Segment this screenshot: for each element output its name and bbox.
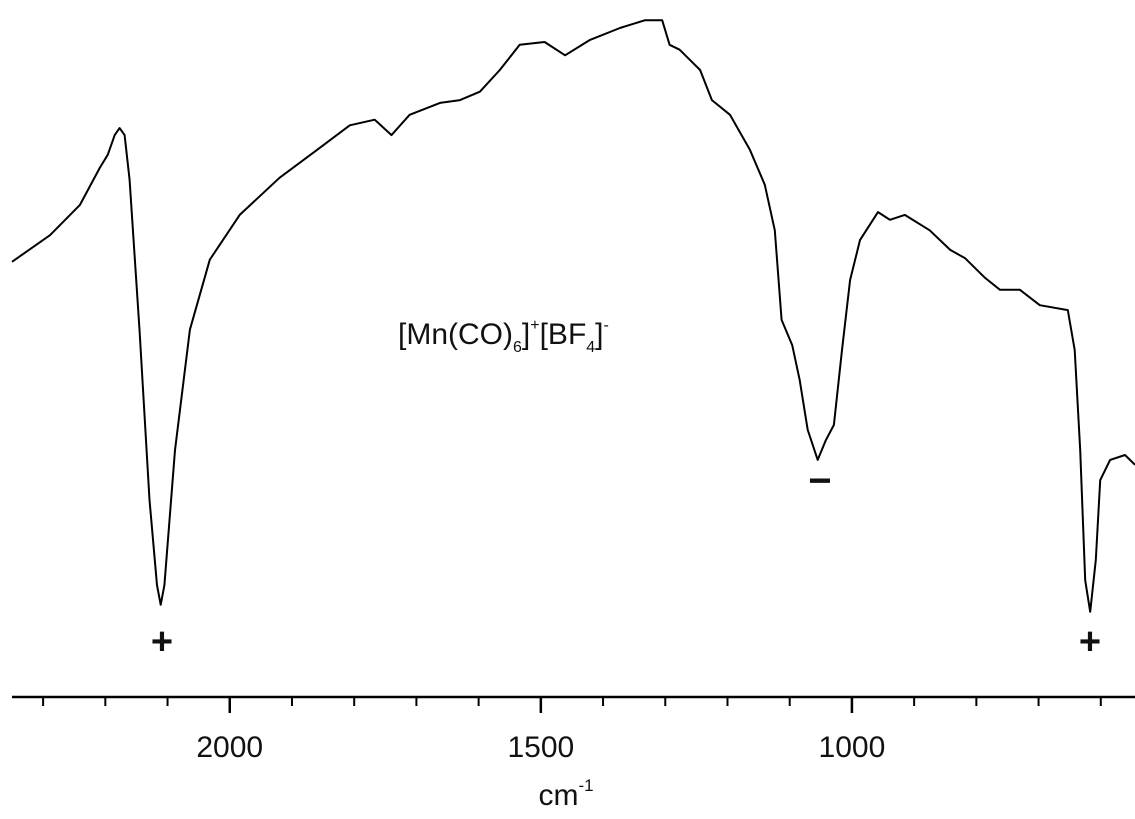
x-tick-label: 1000 xyxy=(819,731,886,764)
label-sup: -1 xyxy=(578,776,593,795)
peak-marker: + xyxy=(1079,621,1101,663)
label-sub: 4 xyxy=(586,339,595,356)
x-axis-label: cm-1 xyxy=(538,776,593,812)
label-part: ] xyxy=(522,318,530,351)
label-sub: 6 xyxy=(513,339,522,356)
label-part: cm xyxy=(538,779,578,812)
x-tick-label: 1500 xyxy=(507,731,574,764)
label-part: ] xyxy=(595,318,603,351)
peak-marker: + xyxy=(151,621,173,663)
label-sup: - xyxy=(604,317,609,334)
label-part: [BF xyxy=(540,318,587,351)
compound-label: [Mn(CO)6]+[BF4]- xyxy=(398,317,609,356)
label-sup: + xyxy=(530,317,539,334)
spectrum-line xyxy=(11,19,1135,613)
label-part: [Mn(CO) xyxy=(398,318,513,351)
x-tick-label: 2000 xyxy=(196,731,263,764)
peak-marker: − xyxy=(808,459,831,503)
